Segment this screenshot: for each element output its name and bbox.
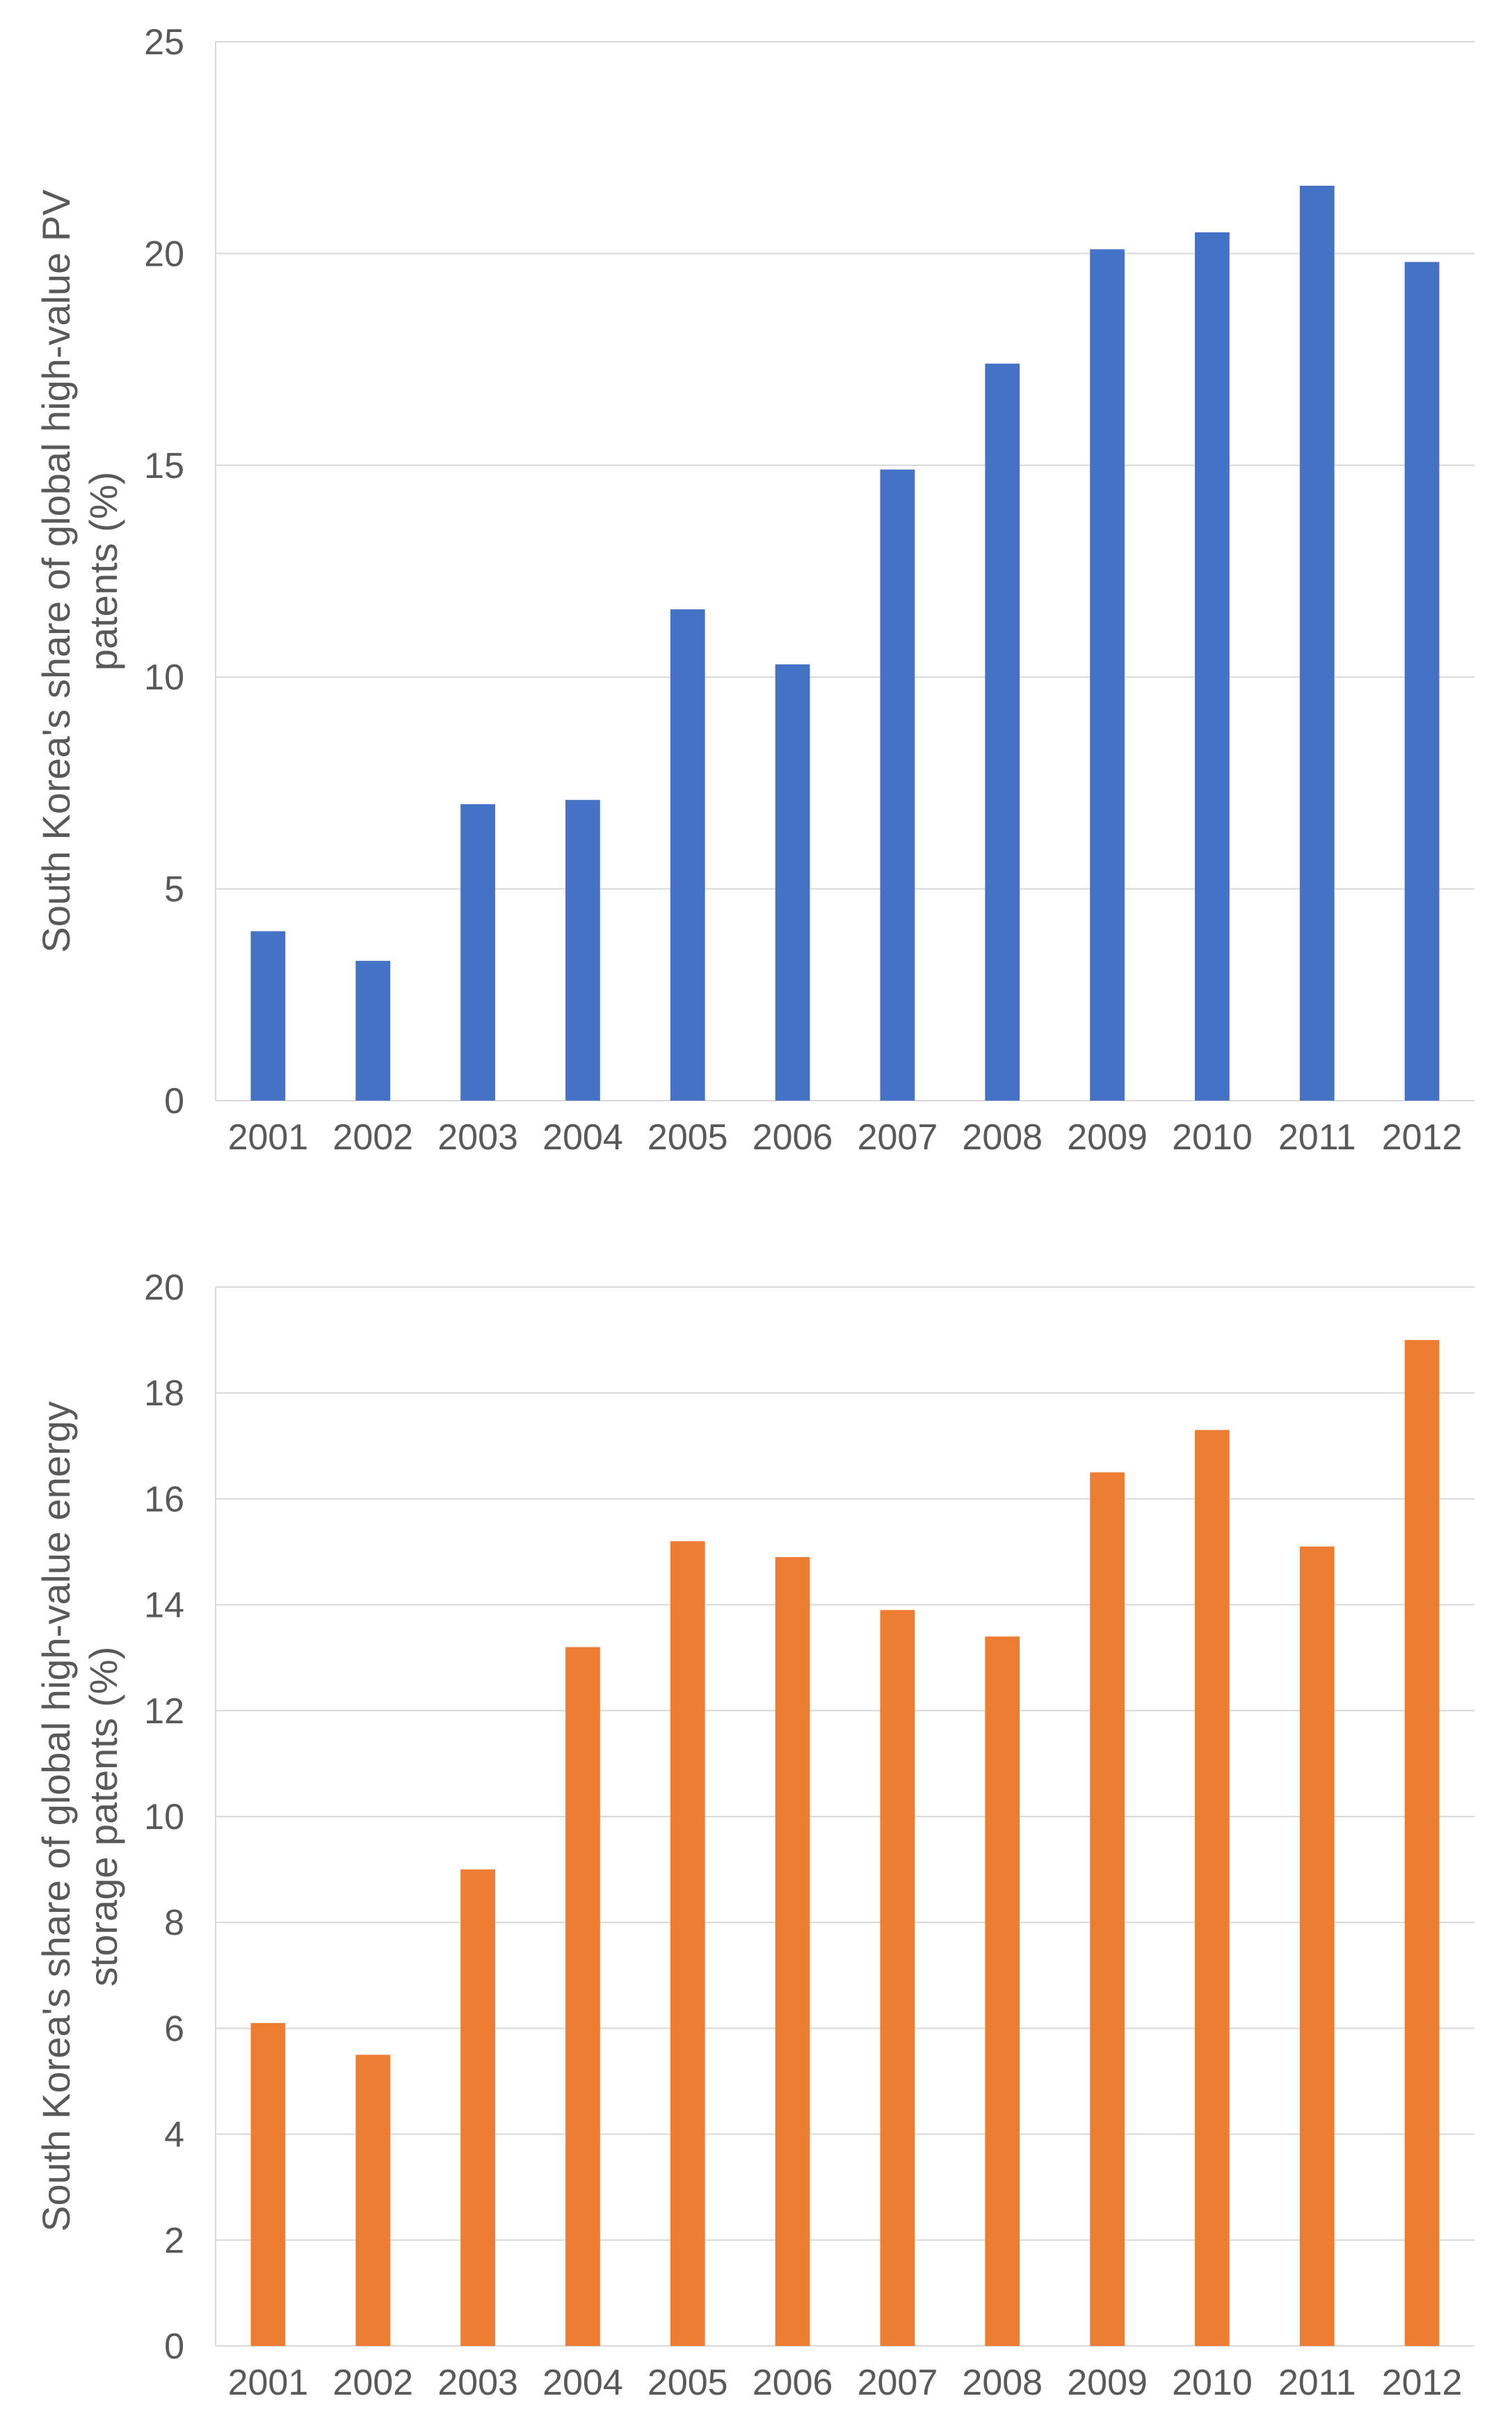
bar-2005 <box>670 1541 705 2346</box>
bar-2001 <box>250 2022 286 2346</box>
bar-2008 <box>985 1636 1020 2346</box>
bar-2002 <box>355 2054 391 2346</box>
y-axis-title: South Korea's share of global high-value… <box>34 189 125 953</box>
x-tick-label: 2010 <box>1172 2363 1253 2403</box>
x-tick-label: 2002 <box>332 2363 413 2403</box>
bar-2005 <box>670 609 705 1101</box>
pv-patents-chart: 0 5 10 15 20 25 2001 2002 2003 2004 2005 2006 2007 20… <box>34 22 1474 1158</box>
bar-2012 <box>1404 262 1440 1101</box>
bar-2009 <box>1090 249 1125 1101</box>
y-axis-title-line: South Korea's share of global high-value… <box>34 189 78 953</box>
x-tick-label: 2002 <box>332 1117 413 1158</box>
x-tick-label: 2011 <box>1278 1117 1356 1158</box>
y-tick-label: 20 <box>144 1268 184 1308</box>
y-tick-label: 8 <box>164 1903 184 1943</box>
x-tick-label: 2009 <box>1067 1117 1148 1158</box>
bar-2003 <box>460 1869 495 2346</box>
x-tick-label: 2012 <box>1382 1117 1463 1158</box>
x-tick-label: 2004 <box>542 1117 623 1158</box>
y-tick-label: 20 <box>144 234 184 274</box>
bar-2004 <box>565 1647 600 2346</box>
x-tick-label: 2009 <box>1067 2363 1148 2403</box>
y-tick-label: 18 <box>144 1373 184 1414</box>
bar-2007 <box>880 1610 915 2346</box>
bar-2010 <box>1195 232 1230 1101</box>
x-tick-label: 2006 <box>753 1117 833 1158</box>
bar-2004 <box>565 799 600 1101</box>
x-tick-label: 2008 <box>962 1117 1043 1158</box>
bar-2001 <box>250 931 286 1101</box>
bar-2006 <box>775 1557 810 2346</box>
bar-2003 <box>460 804 495 1101</box>
x-tick-label: 2004 <box>542 2363 623 2403</box>
x-tick-label: 2007 <box>858 1117 938 1158</box>
x-tick-label: 2001 <box>228 1117 309 1158</box>
y-tick-label: 14 <box>144 1586 184 1626</box>
y-axis-title: South Korea's share of global high-value… <box>34 1401 125 2232</box>
y-tick-label: 10 <box>144 1797 184 1837</box>
y-tick-label: 12 <box>144 1691 184 1732</box>
bar-2010 <box>1195 1430 1230 2346</box>
bar-2011 <box>1299 185 1335 1101</box>
x-tick-label: 2003 <box>437 1117 518 1158</box>
x-tick-label: 2005 <box>648 1117 728 1158</box>
y-tick-label: 0 <box>164 2326 184 2367</box>
y-tick-label: 6 <box>164 2009 184 2049</box>
y-axis-title-line: patents (%) <box>81 472 125 671</box>
bar-2009 <box>1090 1472 1125 2346</box>
y-tick-label: 0 <box>164 1081 184 1121</box>
y-tick-label: 15 <box>144 446 184 486</box>
x-tick-label: 2001 <box>228 2363 309 2403</box>
x-tick-label: 2010 <box>1172 1117 1253 1158</box>
x-tick-label: 2006 <box>753 2363 833 2403</box>
y-axis-title-line: South Korea's share of global high-value… <box>34 1401 78 2232</box>
bar-2011 <box>1299 1546 1335 2346</box>
bar-2008 <box>985 363 1020 1101</box>
x-tick-label: 2007 <box>858 2363 938 2403</box>
x-tick-label: 2011 <box>1278 2363 1356 2403</box>
bar-2007 <box>880 469 915 1101</box>
bar-2012 <box>1404 1340 1440 2346</box>
energy-storage-patents-chart: 0 2 4 6 8 10 12 14 16 18 20 2001 2002 2003 2004 2005 200… <box>34 1268 1474 2403</box>
y-tick-label: 2 <box>164 2221 184 2261</box>
x-tick-label: 2005 <box>648 2363 728 2403</box>
x-tick-label: 2003 <box>437 2363 518 2403</box>
y-tick-label: 10 <box>144 657 184 698</box>
y-axis-title-line: storage patents (%) <box>81 1647 125 1987</box>
x-tick-label: 2008 <box>962 2363 1043 2403</box>
bar-2002 <box>355 961 391 1101</box>
y-tick-label: 25 <box>144 22 184 63</box>
y-tick-label: 16 <box>144 1479 184 1519</box>
x-tick-label: 2012 <box>1382 2363 1463 2403</box>
y-tick-label: 5 <box>164 870 184 910</box>
y-tick-label: 4 <box>164 2115 184 2155</box>
bar-2006 <box>775 664 810 1101</box>
